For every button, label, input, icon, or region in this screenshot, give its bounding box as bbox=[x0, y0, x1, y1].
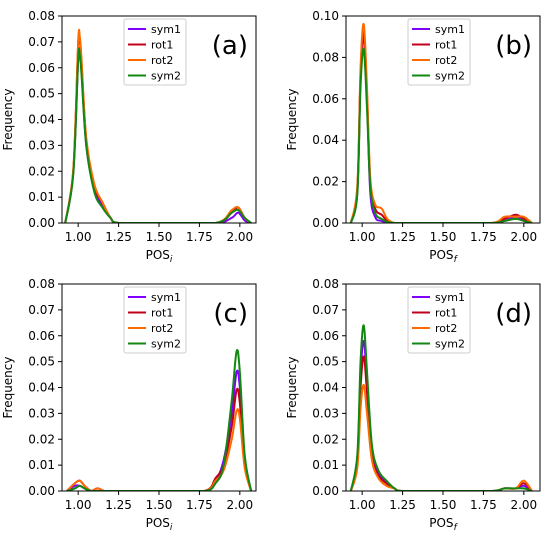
x-tick-label: 1.00 bbox=[65, 230, 92, 244]
legend-label-sym2: sym2 bbox=[151, 338, 181, 351]
panel-label: (a) bbox=[212, 31, 248, 61]
x-tick-label: 1.50 bbox=[146, 498, 173, 512]
panel-label: (b) bbox=[495, 31, 532, 61]
y-tick-label: 0.03 bbox=[312, 406, 339, 420]
x-axis-label: POSi bbox=[146, 248, 173, 265]
x-tick-label: 1.50 bbox=[430, 230, 457, 244]
y-tick-label: 0.02 bbox=[28, 432, 55, 446]
legend-label-rot2: rot2 bbox=[151, 54, 173, 67]
legend-box bbox=[123, 286, 187, 354]
legend-label-rot1: rot1 bbox=[435, 39, 457, 52]
legend-label-sym1: sym1 bbox=[151, 291, 181, 304]
legend-label-rot1: rot1 bbox=[151, 307, 173, 320]
legend-label-sym1: sym1 bbox=[435, 23, 465, 36]
legend-label-sym2: sym2 bbox=[435, 70, 465, 83]
panel-label: (c) bbox=[213, 299, 248, 329]
panel-b: 0.00 0.02 0.04 0.06 0.08 0.10 1.00 1.25 1.50 1.75… bbox=[285, 9, 541, 265]
y-tick-label: 0.01 bbox=[28, 458, 55, 472]
series-line-rot2 bbox=[66, 408, 253, 491]
y-tick-label: 0.06 bbox=[312, 329, 339, 343]
x-tick-label: 1.00 bbox=[65, 498, 92, 512]
panel-c: 0.00 0.01 0.02 0.03 0.04 0.05 0.06 0.07 0.08 1.00… bbox=[1, 277, 257, 533]
x-tick-label: 1.25 bbox=[389, 230, 416, 244]
legend-box bbox=[407, 18, 471, 86]
x-tick-label: 1.75 bbox=[470, 230, 497, 244]
y-tick-label: 0.02 bbox=[312, 175, 339, 189]
y-tick-label: 0.06 bbox=[28, 61, 55, 75]
y-tick-label: 0.04 bbox=[312, 381, 339, 395]
legend-label-rot1: rot1 bbox=[151, 39, 173, 52]
y-tick-label: 0.00 bbox=[312, 484, 339, 498]
x-tick-label: 1.25 bbox=[389, 498, 416, 512]
y-tick-label: 0.00 bbox=[28, 216, 55, 230]
legend-label-sym1: sym1 bbox=[435, 291, 465, 304]
x-axis-label: POSf bbox=[429, 516, 458, 533]
y-tick-label: 0.01 bbox=[28, 190, 55, 204]
x-tick-label: 1.25 bbox=[105, 498, 132, 512]
legend-label-sym1: sym1 bbox=[151, 23, 181, 36]
y-tick-label: 0.03 bbox=[28, 406, 55, 420]
x-tick-label: 1.75 bbox=[186, 498, 213, 512]
x-tick-label: 1.00 bbox=[349, 498, 376, 512]
legend-label-rot2: rot2 bbox=[151, 322, 173, 335]
y-tick-label: 0.03 bbox=[28, 138, 55, 152]
panel-label: (d) bbox=[495, 299, 532, 329]
legend-label-sym2: sym2 bbox=[151, 70, 181, 83]
series-line-rot2 bbox=[64, 28, 252, 223]
y-tick-label: 0.02 bbox=[312, 432, 339, 446]
series-line-rot1 bbox=[66, 387, 253, 491]
legend-label-sym2: sym2 bbox=[435, 338, 465, 351]
y-tick-label: 0.00 bbox=[312, 216, 339, 230]
y-tick-label: 0.00 bbox=[28, 484, 55, 498]
y-tick-label: 0.08 bbox=[28, 277, 55, 291]
y-axis-label: Frequency bbox=[285, 89, 299, 151]
x-tick-label: 1.50 bbox=[146, 230, 173, 244]
y-tick-label: 0.05 bbox=[312, 355, 339, 369]
y-tick-label: 0.05 bbox=[28, 87, 55, 101]
y-tick-label: 0.06 bbox=[28, 329, 55, 343]
y-axis-label: Frequency bbox=[1, 89, 15, 151]
y-axis-label: Frequency bbox=[1, 357, 15, 419]
series-line-sym2 bbox=[349, 47, 533, 223]
series-line-sym2 bbox=[349, 324, 533, 491]
y-tick-label: 0.04 bbox=[312, 133, 339, 147]
y-tick-label: 0.07 bbox=[28, 303, 55, 317]
panel-a: 0.00 0.01 0.02 0.03 0.04 0.05 0.06 0.07 0.08 1.00… bbox=[1, 9, 257, 265]
x-tick-label: 1.50 bbox=[430, 498, 457, 512]
y-tick-label: 0.05 bbox=[28, 355, 55, 369]
y-tick-label: 0.02 bbox=[28, 164, 55, 178]
y-tick-label: 0.04 bbox=[28, 381, 55, 395]
y-tick-label: 0.08 bbox=[312, 50, 339, 64]
x-tick-label: 1.00 bbox=[349, 230, 376, 244]
series-line-sym2 bbox=[64, 48, 252, 223]
y-tick-label: 0.07 bbox=[312, 303, 339, 317]
y-tick-label: 0.08 bbox=[28, 9, 55, 23]
x-tick-label: 1.75 bbox=[186, 230, 213, 244]
legend-box bbox=[407, 286, 471, 354]
x-tick-label: 2.00 bbox=[510, 498, 537, 512]
y-tick-label: 0.08 bbox=[312, 277, 339, 291]
panel-d: 0.00 0.01 0.02 0.03 0.04 0.05 0.06 0.07 0.08 1.00… bbox=[285, 277, 541, 533]
x-tick-label: 1.75 bbox=[470, 498, 497, 512]
legend-label-rot2: rot2 bbox=[435, 322, 457, 335]
x-axis-label: POSf bbox=[429, 248, 458, 265]
y-tick-label: 0.10 bbox=[312, 9, 339, 23]
y-tick-label: 0.06 bbox=[312, 92, 339, 106]
legend-label-rot2: rot2 bbox=[435, 54, 457, 67]
y-axis-label: Frequency bbox=[285, 357, 299, 419]
y-tick-label: 0.07 bbox=[28, 35, 55, 49]
y-tick-label: 0.04 bbox=[28, 113, 55, 127]
x-tick-label: 1.25 bbox=[105, 230, 132, 244]
x-tick-label: 2.00 bbox=[226, 498, 253, 512]
legend-label-rot1: rot1 bbox=[435, 307, 457, 320]
x-tick-label: 2.00 bbox=[226, 230, 253, 244]
series-line-sym2 bbox=[66, 349, 253, 491]
x-tick-label: 2.00 bbox=[510, 230, 537, 244]
legend-box bbox=[123, 18, 187, 86]
y-tick-label: 0.01 bbox=[312, 458, 339, 472]
x-axis-label: POSi bbox=[146, 516, 173, 533]
